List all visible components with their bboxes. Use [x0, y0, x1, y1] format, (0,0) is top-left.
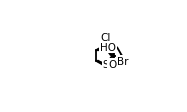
Text: HO: HO — [100, 43, 116, 53]
Text: O: O — [108, 59, 116, 69]
Text: Br: Br — [117, 56, 129, 66]
Text: S: S — [103, 60, 109, 69]
Text: Cl: Cl — [100, 32, 110, 42]
